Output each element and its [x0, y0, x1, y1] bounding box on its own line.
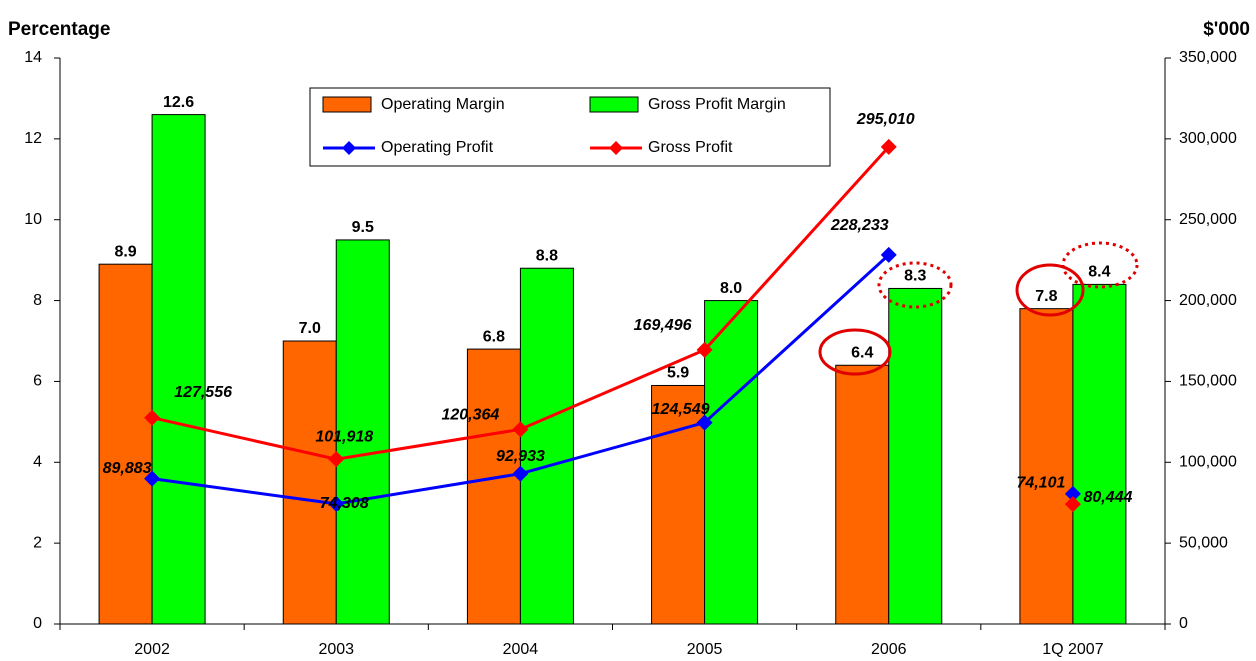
line-value-label: 80,444: [1083, 489, 1132, 506]
line-value-label: 228,233: [830, 217, 889, 234]
x-tick-label: 2003: [318, 641, 354, 658]
highlight-ellipse: [1061, 241, 1139, 289]
line-value-label: 101,918: [315, 428, 373, 445]
legend-marker: [609, 141, 623, 155]
legend-label: Operating Profit: [381, 139, 494, 156]
bar-value-label: 12.6: [163, 94, 194, 111]
marker: [880, 138, 897, 155]
bar-value-label: 7.8: [1035, 288, 1057, 305]
bar-value-label: 8.8: [536, 247, 558, 264]
line-value-label: 169,496: [634, 317, 692, 334]
bar-value-label: 5.9: [667, 365, 689, 382]
bar: [282, 340, 337, 625]
line-value-label: 124,549: [652, 401, 710, 418]
y2-tick-label: 250,000: [1179, 211, 1237, 228]
y-tick-label: 12: [24, 130, 42, 147]
y2-tick-label: 100,000: [1179, 454, 1237, 471]
line-value-label: 92,933: [496, 448, 545, 465]
y2-tick-label: 0: [1179, 615, 1188, 632]
bar-value-label: 9.5: [352, 219, 374, 236]
bar: [335, 239, 390, 625]
marker: [144, 409, 161, 426]
legend-label: Gross Profit: [648, 139, 733, 156]
bar-value-label: 8.0: [720, 280, 742, 297]
x-tick-label: 1Q 2007: [1042, 641, 1103, 658]
line-value-label: 89,883: [103, 460, 152, 477]
line-value-label: 127,556: [174, 384, 232, 401]
y2-tick-label: 150,000: [1179, 373, 1237, 390]
y2-tick-label: 350,000: [1179, 49, 1237, 66]
bar: [835, 364, 890, 625]
bar: [1072, 283, 1127, 625]
highlight-ellipse: [1015, 263, 1085, 317]
bar-value-label: 8.4: [1088, 264, 1110, 281]
bar: [519, 267, 574, 625]
legend-swatch: [589, 96, 639, 113]
y-tick-label: 14: [24, 49, 42, 66]
bar: [704, 300, 759, 625]
bar: [98, 263, 153, 625]
marker: [696, 341, 713, 358]
bar-value-label: 8.3: [904, 268, 926, 285]
marker: [1064, 485, 1081, 502]
legend-swatch: [322, 96, 372, 113]
y-tick-label: 10: [24, 211, 42, 228]
y-tick-label: 8: [33, 292, 42, 309]
bar: [651, 384, 706, 625]
marker: [144, 470, 161, 487]
y-axis-title: Percentage: [8, 19, 110, 40]
x-tick-label: 2006: [871, 641, 907, 658]
x-tick-label: 2002: [134, 641, 170, 658]
y-tick-label: 6: [33, 373, 42, 390]
bar: [1019, 308, 1074, 625]
marker: [696, 414, 713, 431]
y2-axis-title: $'000: [1203, 19, 1250, 40]
highlight-ellipse: [877, 261, 953, 309]
bar: [151, 114, 206, 625]
marker: [1064, 496, 1081, 513]
x-tick-label: 2004: [503, 641, 539, 658]
bar-value-label: 7.0: [299, 320, 321, 337]
line-value-label: 120,364: [441, 407, 499, 424]
y2-tick-label: 50,000: [1179, 534, 1228, 551]
y-tick-label: 2: [33, 534, 42, 551]
bar: [466, 348, 521, 625]
y2-tick-label: 300,000: [1179, 130, 1237, 147]
line-value-label: 74,101: [1016, 474, 1065, 491]
bar-value-label: 6.4: [851, 344, 873, 361]
legend-label: Operating Margin: [381, 96, 505, 113]
marker: [512, 465, 529, 482]
line-value-label: 74,308: [320, 495, 369, 512]
bar: [888, 287, 943, 625]
y2-tick-label: 200,000: [1179, 292, 1237, 309]
x-tick-label: 2005: [687, 641, 723, 658]
marker: [328, 495, 345, 512]
marker: [880, 246, 897, 263]
legend-marker: [342, 141, 356, 155]
bar-value-label: 6.8: [483, 328, 505, 345]
y-tick-label: 4: [33, 454, 42, 471]
bar-value-label: 8.9: [114, 243, 136, 260]
highlight-ellipse: [818, 328, 892, 376]
marker: [512, 421, 529, 438]
legend-box: [309, 87, 831, 167]
line-value-label: 295,010: [856, 111, 915, 128]
y-tick-label: 0: [33, 615, 42, 632]
marker: [328, 451, 345, 468]
legend-label: Gross Profit Margin: [648, 96, 786, 113]
